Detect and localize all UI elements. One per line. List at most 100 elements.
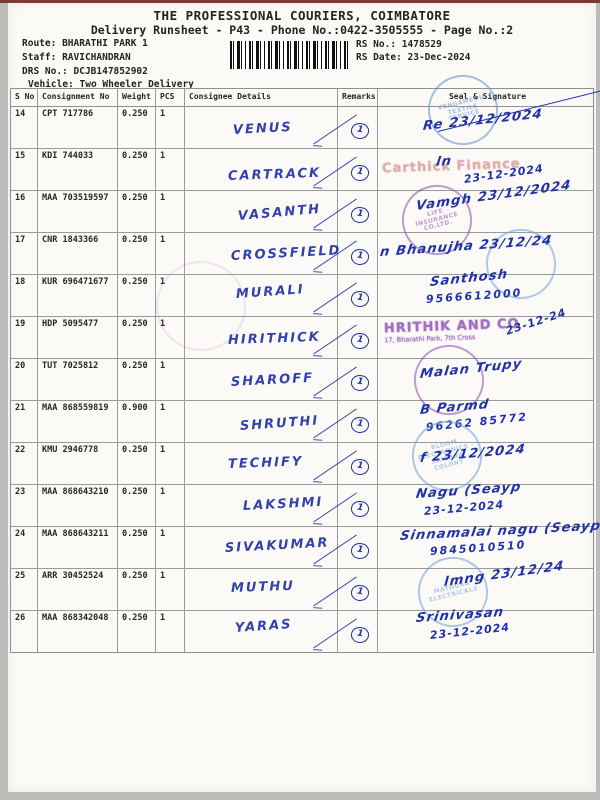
cell-pcs: 1 xyxy=(156,569,185,610)
handwritten-sig: f 23/12/2024 xyxy=(419,441,527,466)
table-row: 22 KMU 2946778 0.250 1 TECHIFY 1 BLOOM ELECTRO… xyxy=(11,413,593,499)
tick-foot xyxy=(313,271,323,273)
cell-weight: 0.900 xyxy=(118,401,156,442)
cell-consignee-details: HIRITHICK xyxy=(185,317,357,358)
cell-remarks: 1 xyxy=(338,527,378,568)
cell-remarks: 1 xyxy=(338,191,378,232)
cell-consignment-no: KMU 2946778 xyxy=(38,443,118,484)
tick-foot xyxy=(313,313,323,315)
cell-remarks: 1 xyxy=(338,611,378,652)
cell-seal-signature: B Parmd 96262 85772 xyxy=(378,397,593,442)
cell-seal-signature: BLOOM ELECTRONICS · Saibaba Colony f 23/1… xyxy=(378,413,593,499)
drs-value: DCJB147852902 xyxy=(73,66,148,77)
ink-stamp-text: HRITHIK AND CO 17, Bharathi Park, 7th Cro… xyxy=(383,316,520,345)
rs-no-value: 1478529 xyxy=(401,39,442,50)
handwritten-consignee-name: CARTRACK xyxy=(227,165,322,184)
tick-foot xyxy=(313,523,323,525)
cell-consignee-details: SHAROFF xyxy=(185,359,357,400)
cell-weight: 0.250 xyxy=(118,233,156,274)
runsheet-page: THE PROFESSIONAL COURIERS, COIMBATORE De… xyxy=(8,3,600,792)
cell-remarks: 1 xyxy=(338,485,378,526)
cell-seal-signature: HRITHIK AND CO 17, Bharathi Park, 7th Cro… xyxy=(378,306,593,358)
cell-weight: 0.250 xyxy=(118,191,156,232)
cell-weight: 0.250 xyxy=(118,527,156,568)
table-row: 15 KDI 744033 0.250 1 CARTRACK 1 Carthick Fina… xyxy=(11,149,593,191)
handwritten-consignee-name: SHRUTHI xyxy=(239,413,320,434)
cell-consignee-details: MUTHU xyxy=(185,569,357,610)
tick-foot xyxy=(313,145,323,147)
handwritten-consignee-name: LAKSHMI xyxy=(242,494,324,514)
cell-pcs: 1 xyxy=(156,527,185,568)
circled-remark: 1 xyxy=(349,163,371,183)
cell-weight: 0.250 xyxy=(118,275,156,316)
table-row: 23 MAA 868643210 0.250 1 LAKSHMI 1 Nagu (Seayp… xyxy=(11,480,593,527)
cell-sno: 22 xyxy=(11,443,38,484)
column-header-weight: Weight xyxy=(118,89,156,106)
column-header-sno: S No xyxy=(11,89,38,106)
cell-sno: 24 xyxy=(11,527,38,568)
vehicle-line: Vehicle: Two Wheeler Delivery xyxy=(28,79,194,90)
handwritten-consignee-name: YARAS xyxy=(234,616,294,636)
column-header-consignment: Consignment No xyxy=(38,89,118,106)
cell-remarks: 1 xyxy=(338,233,378,274)
handwritten-consignee-name: HIRITHICK xyxy=(227,329,321,348)
tick-foot xyxy=(313,649,323,651)
handwritten-sig: ln xyxy=(435,153,453,170)
tick-foot xyxy=(313,397,323,399)
scan-edge xyxy=(0,0,600,3)
cell-pcs: 1 xyxy=(156,275,185,316)
column-header-remarks: Remarks xyxy=(338,89,378,106)
circled-remark: 1 xyxy=(349,415,371,435)
cell-remarks: 1 xyxy=(338,149,378,190)
cell-consignee-details: VENUS xyxy=(185,107,357,148)
circled-remark: 1 xyxy=(349,583,371,603)
cell-pcs: 1 xyxy=(156,443,185,484)
cell-remarks: 1 xyxy=(338,443,378,484)
table-row: 26 MAA 868342048 0.250 1 YARAS 1 Srinivasan 23-… xyxy=(11,605,593,652)
circled-remark: 1 xyxy=(349,121,371,141)
table-row: 16 MAA 703519597 0.250 1 VASANTH 1 LIFE INSURA… xyxy=(11,177,593,263)
table-row: 17 CNR 1843366 0.250 1 CROSSFIELD 1 n Bhanujha… xyxy=(11,221,593,307)
table-row: 18 KUR 696471677 0.250 1 MURALI 1 Santhosh 9566… xyxy=(11,267,593,317)
cell-consignee-details: TECHIFY xyxy=(185,443,357,484)
cell-consignment-no: HDP 5095477 xyxy=(38,317,118,358)
cell-remarks: 1 xyxy=(338,569,378,610)
cell-consignee-details: LAKSHMI xyxy=(185,485,357,526)
cell-seal-signature: n Bhanujha 23/12/24 xyxy=(378,221,593,307)
cell-sno: 18 xyxy=(11,275,38,316)
cell-sno: 16 xyxy=(11,191,38,232)
cell-consignee-details: VASANTH xyxy=(185,191,357,232)
cell-seal-signature: MATHURA ELECTRICALS lmng 23/12/24 xyxy=(378,549,593,635)
cell-pcs: 1 xyxy=(156,359,185,400)
cell-remarks: 1 xyxy=(338,359,378,400)
cell-pcs: 1 xyxy=(156,611,185,652)
table-header-row: S No Consignment No Weight PCS Consignee Det… xyxy=(11,89,593,107)
table-row: 20 TUT 7025812 0.250 1 SHAROFF 1 Malan Trupy xyxy=(11,337,593,423)
circled-remark: 1 xyxy=(349,331,371,351)
cell-pcs: 1 xyxy=(156,485,185,526)
handwritten-consignee-name: TECHIFY xyxy=(227,454,304,472)
tick-foot xyxy=(313,355,323,357)
cell-seal-signature: LIFE INSURANCE CO.LTD. Vamgh 23/12/2024 xyxy=(378,177,593,263)
cell-seal-signature: VENGAMEDU TEXTILE SERVICE Re 23/12/2024 xyxy=(378,67,593,153)
table-row: 25 ARR 30452524 0.250 1 MUTHU 1 MATHURA ELECTR… xyxy=(11,549,593,635)
vehicle-value: Two Wheeler Delivery xyxy=(79,79,194,90)
runsheet-table-body: 14 CPT 717786 0.250 1 VENUS 1 VENGAMEDU TEXTIL… xyxy=(11,67,600,652)
handwritten-consignee-name: MUTHU xyxy=(230,578,296,596)
cell-remarks: 1 xyxy=(338,401,378,442)
cell-sno: 17 xyxy=(11,233,38,274)
cell-pcs: 1 xyxy=(156,401,185,442)
cell-consignment-no: KDI 744033 xyxy=(38,149,118,190)
tick-foot xyxy=(313,229,323,231)
column-header-pcs: PCS xyxy=(156,89,185,106)
cell-remarks: 1 xyxy=(338,317,378,358)
cell-seal-signature: Malan Trupy xyxy=(378,337,593,423)
handwritten-consignee-name: SIVAKUMAR xyxy=(224,535,330,556)
column-header-consignee: Consignee Details xyxy=(185,89,338,106)
cell-pcs: 1 xyxy=(156,233,185,274)
table-row: 14 CPT 717786 0.250 1 VENUS 1 VENGAMEDU TEXTIL… xyxy=(11,67,593,153)
cell-sno: 14 xyxy=(11,107,38,148)
cell-sno: 21 xyxy=(11,401,38,442)
cell-weight: 0.250 xyxy=(118,485,156,526)
